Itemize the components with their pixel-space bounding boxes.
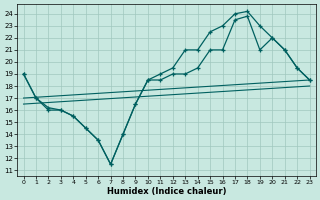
X-axis label: Humidex (Indice chaleur): Humidex (Indice chaleur) (107, 187, 226, 196)
